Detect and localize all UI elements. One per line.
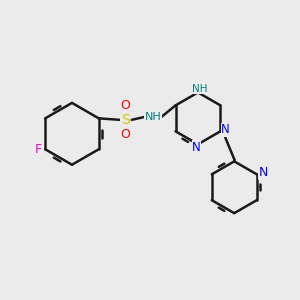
Text: O: O [120,99,130,112]
Text: NH: NH [192,84,207,94]
Text: N: N [259,166,268,179]
Text: NH: NH [145,112,162,122]
Text: O: O [120,128,130,141]
Text: N: N [192,141,201,154]
Text: F: F [35,143,42,156]
Text: S: S [121,113,130,127]
Text: N: N [221,123,230,136]
